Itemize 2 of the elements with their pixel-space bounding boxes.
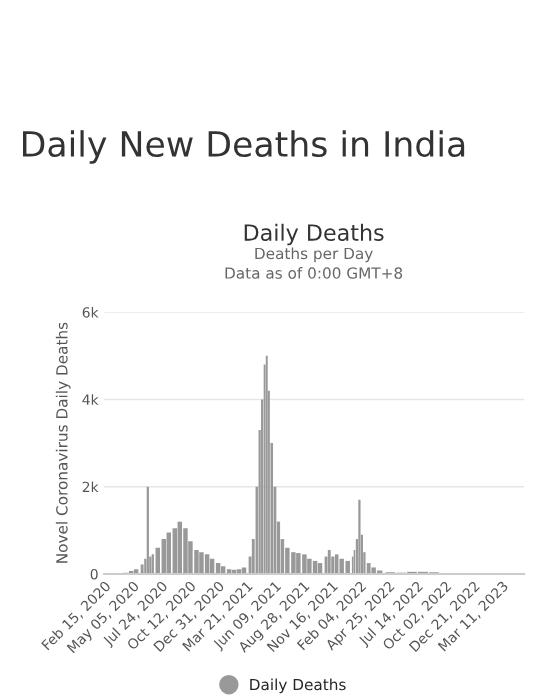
chart-title: Daily New Deaths in India	[23, 130, 465, 164]
chart-subtitle: Daily Deaths	[244, 223, 384, 246]
